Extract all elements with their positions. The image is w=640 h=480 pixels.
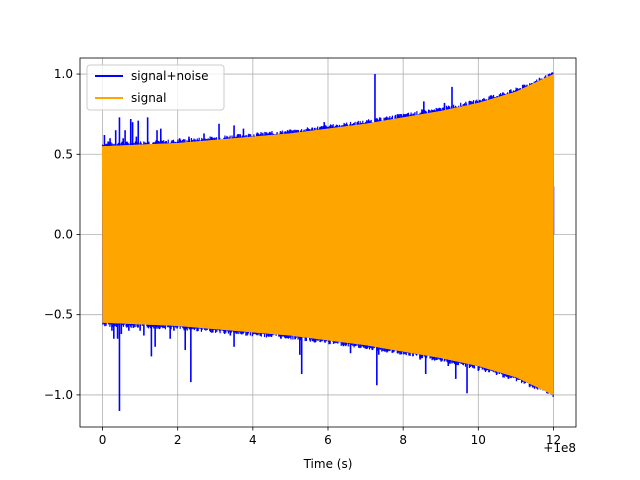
y-tick-label: −0.5: [44, 308, 73, 322]
x-axis-label: Time (s): [303, 457, 353, 471]
legend-label-signal-noise: signal+noise: [131, 69, 208, 83]
x-tick-label: 0: [99, 433, 107, 447]
y-tick-label: 0.0: [54, 227, 73, 241]
x-tick-label: 12: [546, 433, 561, 447]
series-signal-line: [101, 74, 555, 395]
x-tick-label: 6: [324, 433, 332, 447]
x-tick-label: 10: [471, 433, 486, 447]
x-offset-label: +1e8: [543, 441, 576, 455]
y-tick-label: −1.0: [44, 388, 73, 402]
legend: signal+noise signal: [86, 64, 225, 111]
x-tick-label: 2: [174, 433, 182, 447]
series-area: [101, 72, 555, 411]
y-tick-label: 0.5: [54, 147, 73, 161]
axis-ticks: 0 2 4 6 8 10 12 −1.0 −0.5 0.0 0.5 1.0: [44, 67, 561, 447]
legend-label-signal: signal: [131, 91, 167, 105]
y-tick-label: 1.0: [54, 67, 73, 81]
x-tick-label: 4: [249, 433, 257, 447]
x-tick-label: 8: [399, 433, 407, 447]
